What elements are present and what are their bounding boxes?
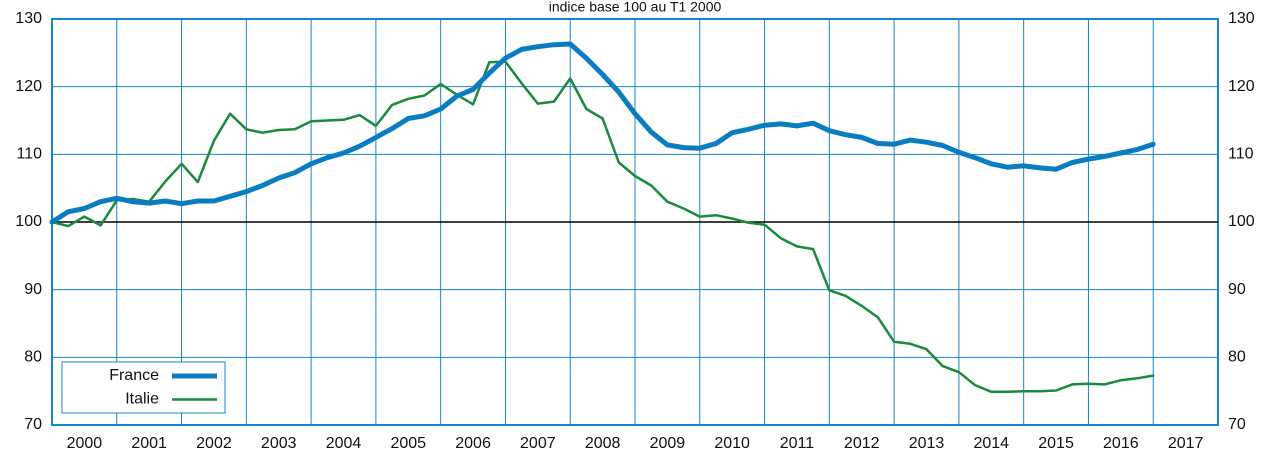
x-tick-label: 2010 — [714, 435, 750, 452]
x-tick-label: 2011 — [780, 435, 815, 452]
x-tick-label: 2006 — [455, 435, 491, 452]
x-tick-label: 2013 — [909, 435, 945, 452]
x-tick-label: 2005 — [390, 435, 426, 452]
x-tick-label: 2001 — [131, 435, 167, 452]
y2-tick-label: 90 — [1228, 281, 1246, 298]
legend-label: Italie — [125, 391, 159, 408]
x-tick-label: 2004 — [326, 435, 362, 452]
legend: France Italie — [61, 361, 226, 414]
x-tick-label: 2017 — [1168, 435, 1204, 452]
x-tick-label: 2002 — [196, 435, 232, 452]
y-tick-label: 100 — [15, 213, 42, 230]
y2-tick-label: 120 — [1228, 78, 1255, 95]
y2-tick-label: 70 — [1228, 416, 1246, 433]
y-tick-label: 80 — [24, 349, 42, 366]
legend-label: France — [109, 367, 159, 384]
x-tick-label: 2007 — [520, 435, 556, 452]
x-tick-label: 2003 — [261, 435, 297, 452]
series-line — [50, 60, 1155, 394]
y-tick-label: 120 — [15, 78, 42, 95]
x-tick-label: 2012 — [844, 435, 880, 452]
x-tick-label: 2015 — [1038, 435, 1074, 452]
y-tick-label: 70 — [24, 416, 42, 433]
y-tick-label: 90 — [24, 281, 42, 298]
x-tick-label: 2009 — [650, 435, 686, 452]
chart-subtitle: indice base 100 au T1 2000 — [549, 0, 722, 15]
x-tick-label: 2016 — [1103, 435, 1139, 452]
x-tick-label: 2008 — [585, 435, 621, 452]
y2-tick-label: 110 — [1228, 146, 1254, 163]
y2-tick-label: 130 — [1228, 10, 1255, 27]
series-line — [49, 41, 1156, 225]
y-tick-label: 110 — [16, 146, 42, 163]
y-tick-label: 130 — [15, 10, 42, 27]
x-tick-label: 2000 — [67, 435, 103, 452]
x-tick-label: 2014 — [973, 435, 1009, 452]
y2-tick-label: 100 — [1228, 213, 1255, 230]
y2-tick-label: 80 — [1228, 349, 1246, 366]
legend-box — [61, 361, 226, 414]
